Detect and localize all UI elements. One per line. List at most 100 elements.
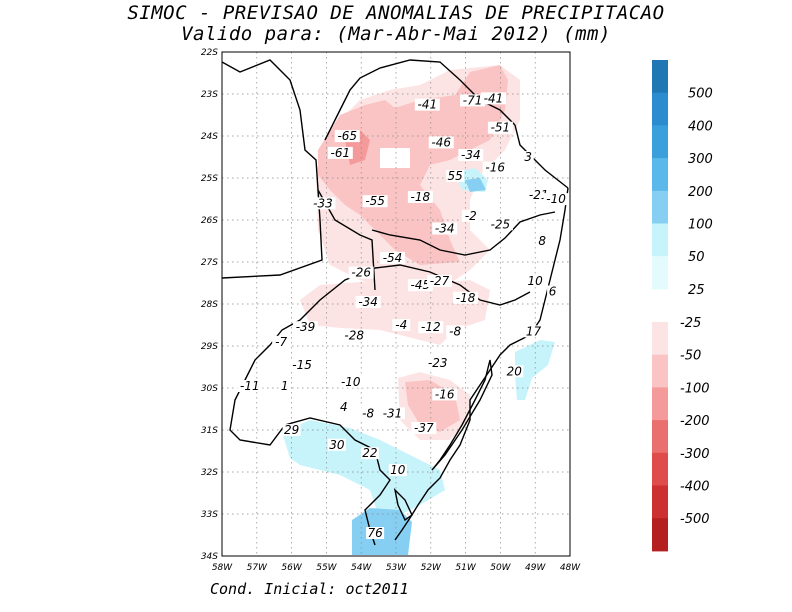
legend-positive-label: 400 bbox=[688, 119, 713, 134]
anomaly-value: 1 bbox=[281, 379, 289, 393]
value-label-bg bbox=[334, 130, 360, 143]
lat-tick-label: 28S bbox=[201, 300, 218, 310]
legend-negative-label: -500 bbox=[680, 512, 710, 527]
value-label-bg bbox=[547, 285, 559, 298]
legend-negative-swatch bbox=[652, 387, 668, 421]
iguacu-line bbox=[371, 211, 556, 256]
legend-negative-swatch bbox=[652, 452, 668, 486]
lon-tick-label: 55W bbox=[316, 563, 337, 573]
anomaly-value: -26 bbox=[351, 266, 371, 280]
anomaly-value: -37 bbox=[414, 421, 434, 435]
legend-positive-swatch bbox=[652, 60, 668, 94]
anomaly-value: 30 bbox=[329, 438, 345, 452]
lon-tick-label: 52W bbox=[421, 563, 442, 573]
anomaly-value: -28 bbox=[344, 329, 364, 343]
anomaly-value: -16 bbox=[485, 161, 505, 175]
value-label-bg bbox=[446, 325, 465, 338]
lon-tick-label: 48W bbox=[560, 563, 581, 573]
value-label-bg bbox=[482, 161, 508, 174]
lon-tick-label: 58W bbox=[212, 563, 233, 573]
value-label-bg bbox=[289, 359, 315, 371]
anomaly-value: -15 bbox=[292, 358, 312, 372]
lat-tick-label: 25S bbox=[201, 174, 218, 184]
paraguay-border bbox=[221, 59, 323, 279]
anomaly-value: 17 bbox=[526, 324, 542, 338]
lat-tick-label: 29S bbox=[201, 342, 218, 352]
value-label-bg bbox=[359, 407, 378, 420]
anomaly-value: -23 bbox=[428, 356, 448, 370]
map-frame bbox=[221, 51, 571, 557]
value-label-bg bbox=[407, 279, 433, 292]
pos-region-south bbox=[282, 420, 445, 520]
lat-tick-label: 33S bbox=[201, 510, 218, 520]
lat-tick-label: 30S bbox=[201, 384, 218, 394]
value-label-bg bbox=[338, 401, 350, 413]
anomaly-value: -54 bbox=[383, 251, 403, 265]
value-label-bg bbox=[355, 296, 381, 308]
value-label-bg bbox=[536, 235, 548, 248]
legend-negative-swatch bbox=[652, 518, 668, 552]
value-label-bg bbox=[427, 275, 452, 287]
value-label-bg bbox=[348, 266, 374, 279]
anomaly-value: -45 bbox=[411, 278, 431, 292]
anomaly-value: -34 bbox=[435, 222, 455, 236]
legend-positive-label: 500 bbox=[688, 87, 713, 102]
map-subtitle: Valido para: (Mar-Abr-Mai 2012) (mm) bbox=[181, 23, 611, 45]
value-label-bg bbox=[237, 380, 263, 392]
value-label-bg bbox=[272, 335, 291, 348]
legend-positive-label: 200 bbox=[688, 185, 713, 200]
anomaly-value: 20 bbox=[507, 364, 523, 378]
anomaly-value: 76 bbox=[367, 526, 383, 540]
argentina-border bbox=[317, 189, 376, 291]
legend-negative-label: -200 bbox=[680, 414, 710, 429]
value-label-bg bbox=[524, 325, 543, 338]
value-label-bg bbox=[310, 197, 336, 210]
lon-tick-label: 56W bbox=[281, 563, 302, 573]
legend-positive-label: 300 bbox=[688, 152, 713, 167]
lon-tick-label: 54W bbox=[351, 563, 372, 573]
value-label-bg bbox=[487, 218, 513, 231]
lat-tick-label: 24S bbox=[201, 132, 218, 142]
legend-positive-label: 50 bbox=[688, 250, 705, 265]
mirim-lagoon bbox=[393, 487, 413, 522]
value-label-bg bbox=[380, 251, 406, 264]
anomaly-value: -61 bbox=[331, 146, 351, 160]
legend-negative-swatch bbox=[652, 420, 668, 454]
anomaly-value: -41 bbox=[484, 91, 504, 105]
anomaly-value: -25 bbox=[491, 217, 511, 231]
value-label-bg bbox=[487, 121, 513, 134]
anomaly-value: -18 bbox=[411, 190, 431, 204]
anomaly-value: -11 bbox=[240, 379, 260, 393]
legend-negative-label: -25 bbox=[680, 316, 701, 331]
value-label-bg bbox=[425, 356, 451, 369]
value-label-bg bbox=[411, 422, 437, 434]
anomaly-value: -4 bbox=[395, 318, 407, 332]
value-label-bg bbox=[327, 146, 353, 159]
legend-positive-swatch bbox=[652, 158, 668, 192]
anomaly-value: -12 bbox=[421, 320, 441, 334]
legend-negative-label: -50 bbox=[680, 349, 701, 364]
value-label-bg bbox=[360, 447, 379, 460]
lat-tick-label: 31S bbox=[201, 426, 218, 436]
value-label-bg bbox=[480, 92, 506, 105]
value-label-bg bbox=[453, 291, 479, 304]
anomaly-value: 6 bbox=[549, 285, 557, 299]
value-label-bg bbox=[543, 193, 569, 206]
color-legend: 500 400 300 200 100 50 25 -25 -50 -100 -200 -300 -40… bbox=[652, 60, 713, 552]
value-label-bg bbox=[458, 149, 484, 161]
value-label-bg bbox=[407, 191, 433, 203]
legend-positive-swatch bbox=[652, 92, 668, 126]
pos-region-north-core bbox=[465, 178, 486, 192]
value-label-bg bbox=[414, 98, 440, 111]
value-label-bg bbox=[327, 438, 346, 451]
value-label-bg bbox=[362, 195, 388, 208]
anomaly-value: -41 bbox=[418, 98, 438, 112]
uruguay-river bbox=[229, 267, 391, 546]
lat-tick-label: 26S bbox=[201, 216, 218, 226]
value-label-bg bbox=[460, 94, 486, 107]
lat-tick-label: 23S bbox=[201, 90, 218, 100]
anomaly-shading bbox=[282, 65, 555, 555]
anomaly-value: -34 bbox=[461, 148, 481, 162]
